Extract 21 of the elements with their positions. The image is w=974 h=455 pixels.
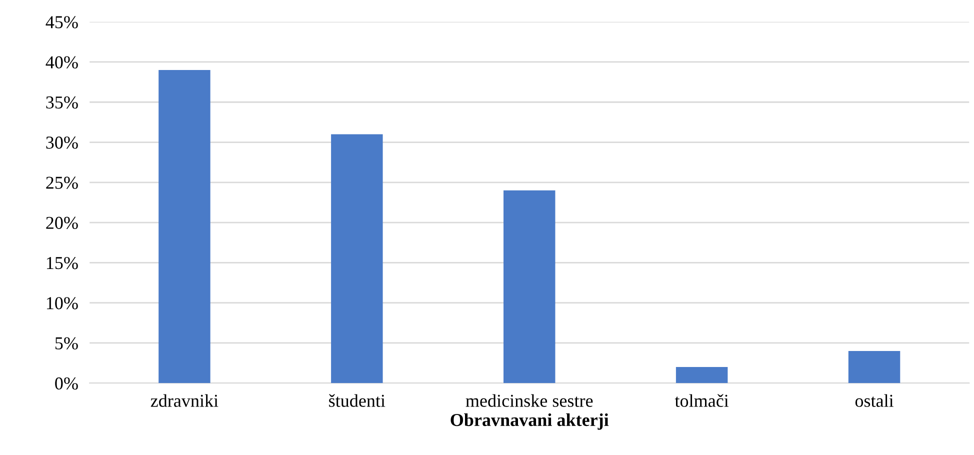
x-tick-label: ostali xyxy=(855,394,894,407)
bar xyxy=(158,70,210,384)
x-axis-title: Obravnavani akterji xyxy=(450,413,609,430)
y-tick-label: 10% xyxy=(46,297,78,310)
x-tick-label: študenti xyxy=(329,394,386,407)
x-tick-label: medicinske sestre xyxy=(466,394,593,407)
bar xyxy=(848,350,900,384)
y-tick-label: 35% xyxy=(46,96,78,109)
y-tick-label: 45% xyxy=(46,16,78,28)
y-tick-label: 15% xyxy=(46,256,78,270)
y-tick-label: 25% xyxy=(46,176,78,189)
y-tick-label: 0% xyxy=(55,377,78,390)
x-tick-label: zdravniki xyxy=(150,394,218,407)
y-tick-label: 5% xyxy=(55,337,78,350)
bar xyxy=(331,134,383,384)
x-tick-label: tolmači xyxy=(674,394,729,407)
y-tick-label: 40% xyxy=(46,56,78,68)
y-tick-label: 20% xyxy=(46,216,78,230)
y-tick-label: 30% xyxy=(46,136,78,149)
bar xyxy=(504,190,556,384)
bar xyxy=(676,367,728,384)
